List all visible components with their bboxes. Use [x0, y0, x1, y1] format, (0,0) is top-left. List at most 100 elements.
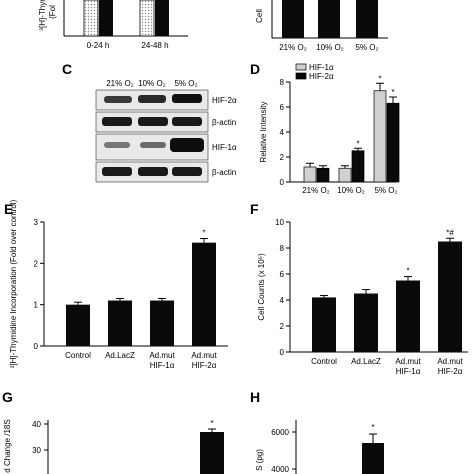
- blot-row-label-3: HIF-1α: [212, 143, 237, 152]
- blot-condition-1: 21% O₂: [106, 79, 134, 88]
- bar-3: [438, 241, 462, 352]
- significance-star: *: [356, 139, 359, 148]
- top-left-bar-2: [99, 0, 113, 36]
- bar-1: [108, 300, 132, 346]
- xtick-label: Ad.mut HIF-1α: [395, 357, 421, 376]
- top-right-bar-1: [282, 0, 304, 38]
- panel-h-ytick-label-6000: 6000: [271, 428, 289, 437]
- top-left-ylabel: ³[H]-Thymi: [38, 0, 47, 31]
- ytick-label: 8: [280, 78, 285, 87]
- panel-h-letter: H: [250, 389, 260, 405]
- panel-f-ylabel: Cell Counts (x 10⁵): [257, 253, 266, 321]
- blot-row-label-4: β-actin: [212, 168, 236, 177]
- significance-star: *: [202, 229, 205, 238]
- top-left-bar-4: [155, 0, 169, 36]
- panel-h: H S (pg) 6000 4000 *: [250, 389, 384, 474]
- xtick-label: Ad.mut HIF-2α: [191, 351, 217, 370]
- band-hif1a-3: [170, 138, 204, 152]
- legend-label-1: HIF-2α: [309, 72, 334, 81]
- top-right-ylabel: Cell: [255, 9, 264, 23]
- top-left-bar-3: [139, 0, 155, 37]
- top-left-xtick-1: 0-24 h: [87, 41, 110, 50]
- ytick-label: 2: [34, 259, 39, 268]
- panel-g-bar: [200, 432, 224, 474]
- xtick-label: Control: [65, 351, 91, 360]
- panel-f-chart: F 0 2 4 6 8 10 Cell Counts (x 10⁵) Control Ad.Lac…: [250, 201, 468, 376]
- blot-row-label-2: β-actin: [212, 118, 236, 127]
- ytick-label: 8: [280, 244, 285, 253]
- panel-g-ytick-label-40: 40: [32, 420, 41, 429]
- band-hif1a-1: [104, 142, 130, 148]
- bar-HIF-1α-2: [373, 90, 387, 183]
- ytick-label: 2: [280, 322, 285, 331]
- top-left-bar-1: [83, 0, 99, 37]
- bar-HIF-1α-0: [303, 166, 317, 183]
- bar-0: [312, 297, 336, 352]
- xtick-label: 21% O₂: [302, 186, 330, 195]
- ytick-label: 2: [280, 153, 285, 162]
- top-right-bar-2: [318, 0, 340, 38]
- legend-swatch-1: [295, 72, 307, 80]
- top-left-xtick-2: 24-48 h: [141, 41, 168, 50]
- ytick-label: 10: [275, 218, 284, 227]
- bar-2: [396, 280, 420, 352]
- bar-0: [66, 304, 90, 346]
- ytick-label: 6: [280, 103, 285, 112]
- top-right-bar-3: [356, 0, 378, 38]
- panel-c-blot: C 21% O₂ 10% O₂ 5% O₂ HIF-2α β-actin HIF…: [62, 61, 237, 183]
- legend-swatch-0: [295, 63, 307, 71]
- panel-h-ytick-label-4000: 4000: [271, 465, 289, 474]
- band-actin1-3: [172, 117, 202, 126]
- band-actin2-3: [172, 167, 202, 176]
- panel-h-star: *: [371, 423, 374, 432]
- xtick-label: Ad.LacZ: [105, 351, 135, 360]
- band-hif2a-3: [172, 94, 202, 103]
- ytick-label: 3: [34, 218, 39, 227]
- panel-d-chart: D 0 2 4 6 8 Relative Intensity 21% O₂ * 10% O₂ * * 5…: [250, 61, 400, 195]
- panel-h-ylabel: S (pg): [255, 449, 264, 471]
- band-hif2a-2: [138, 95, 166, 103]
- panel-g-ylabel: d Change /18S: [3, 419, 12, 472]
- panel-d-letter: D: [250, 61, 260, 77]
- band-actin2-2: [138, 167, 168, 176]
- xtick-label: Control: [311, 357, 337, 366]
- band-actin1-2: [138, 117, 168, 126]
- panel-f-letter: F: [250, 201, 259, 217]
- panel-c-letter: C: [62, 61, 72, 77]
- panel-e-chart: E 0 1 2 3 ³[H]-Thymidine Incorporation (Fold …: [4, 199, 228, 370]
- top-right-xtick-3: 5% O₂: [355, 43, 378, 52]
- band-hif2a-1: [104, 96, 132, 103]
- blot-condition-2: 10% O₂: [138, 79, 166, 88]
- bar-HIF-2α-0: [316, 167, 330, 183]
- xtick-label: 10% O₂: [337, 186, 365, 195]
- ytick-label: 0: [280, 178, 285, 187]
- bar-HIF-2α-1: [351, 150, 365, 183]
- ytick-label: 6: [280, 270, 285, 279]
- panel-h-bar: [362, 443, 384, 474]
- band-actin1-1: [102, 117, 132, 126]
- panel-g-letter: G: [2, 389, 13, 405]
- bar-1: [354, 293, 378, 352]
- top-right-xtick-1: 21% O₂: [279, 43, 307, 52]
- bar-2: [150, 300, 174, 346]
- significance-star: *: [406, 267, 409, 276]
- panel-e-letter: E: [4, 201, 13, 217]
- significance-star: *: [391, 88, 394, 97]
- band-hif1a-2: [140, 142, 166, 148]
- ytick-label: 1: [34, 301, 39, 310]
- top-right-panel: Cell 21% O₂ 10% O₂ 5% O₂: [255, 0, 388, 52]
- blot-row-label-1: HIF-2α: [212, 96, 237, 105]
- significance-star: *: [378, 74, 381, 83]
- bar-3: [192, 242, 216, 346]
- xtick-label: 5% O₂: [374, 186, 397, 195]
- band-actin2-1: [102, 167, 132, 176]
- top-left-ylabel-2: (Fol: [48, 5, 57, 19]
- top-left-panel: ³[H]-Thymi (Fol 0-24 h 24-48 h: [38, 0, 188, 50]
- panel-e-ylabel: ³[H]-Thymidine Incorporation (Fold over …: [9, 199, 18, 368]
- panel-g-star: *: [210, 419, 213, 428]
- xtick-label: Ad.mut HIF-1α: [149, 351, 175, 370]
- ytick-label: 0: [280, 348, 285, 357]
- top-right-xtick-2: 10% O₂: [316, 43, 344, 52]
- panel-d-ylabel: Relative Intensity: [259, 102, 268, 163]
- xtick-label: Ad.LacZ: [351, 357, 381, 366]
